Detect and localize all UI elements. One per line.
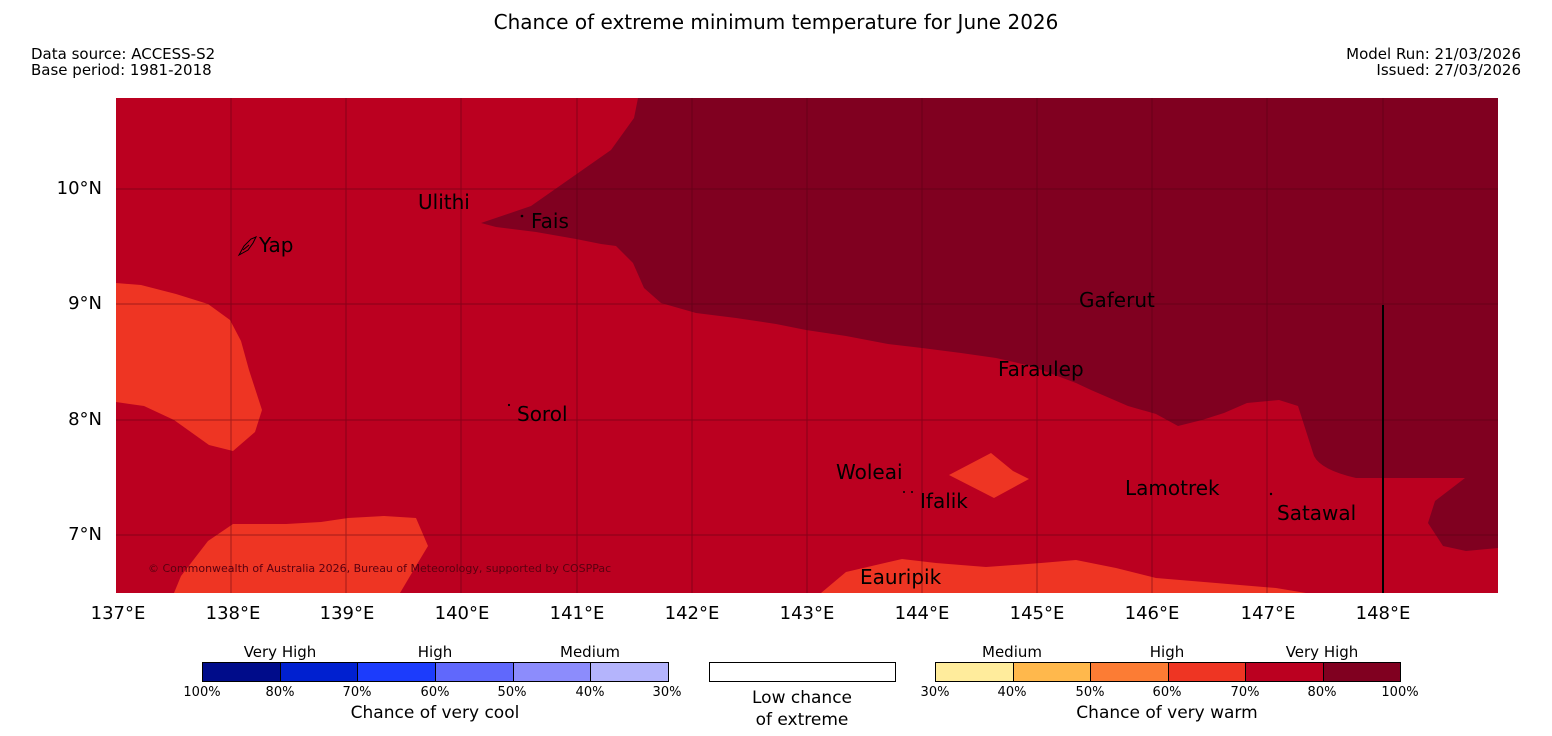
warm-tick: 100% <box>1381 685 1419 700</box>
lon-label-146e: 146°E <box>1124 603 1180 624</box>
cool-swatch <box>590 663 669 681</box>
warm-tick: 40% <box>997 685 1027 700</box>
forecast-map[interactable]: Ulithi Yap Fais Gaferut Faraulep Sorol W… <box>116 98 1498 593</box>
cool-swatch <box>435 663 513 681</box>
lat-label-7n: 7°N <box>68 524 102 545</box>
warm-swatch <box>1090 663 1168 681</box>
place-ulithi: Ulithi <box>418 190 470 214</box>
cool-swatch <box>357 663 436 681</box>
warm-tick: 30% <box>920 685 950 700</box>
warm-swatch <box>1245 663 1323 681</box>
lat-label-9n: 9°N <box>68 293 102 314</box>
lon-label-142e: 142°E <box>664 603 720 624</box>
data-info: Data source: ACCESS-S2 Base period: 1981… <box>31 46 215 78</box>
lon-label-137e: 137°E <box>90 603 146 624</box>
place-gaferut: Gaferut <box>1079 288 1155 312</box>
low-caption-line2: of extreme <box>755 710 849 730</box>
base-period: Base period: 1981-2018 <box>31 61 212 79</box>
region-very-high-north <box>481 98 1498 478</box>
place-faraulep: Faraulep <box>998 357 1084 381</box>
island-dots <box>507 214 1273 496</box>
cool-swatch <box>512 663 591 681</box>
lat-label-8n: 8°N <box>68 409 102 430</box>
place-ifalik: Ifalik <box>920 489 968 513</box>
warm-tick: 50% <box>1075 685 1105 700</box>
cool-tick: 50% <box>497 685 527 700</box>
cool-medium-label: Medium <box>560 643 620 661</box>
copyright-notice: © Commonwealth of Australia 2026, Bureau… <box>148 562 612 575</box>
lon-label-140e: 140°E <box>434 603 490 624</box>
warm-tick: 70% <box>1230 685 1260 700</box>
warm-high-label: High <box>1149 643 1185 661</box>
lon-label-138e: 138°E <box>205 603 261 624</box>
cool-very-high-label: Very High <box>243 643 317 661</box>
warm-caption: Chance of very warm <box>1076 703 1258 723</box>
run-info: Model Run: 21/03/2026 Issued: 27/03/2026 <box>1346 46 1521 78</box>
cool-colorbar <box>202 662 669 682</box>
warm-colorbar <box>935 662 1401 682</box>
cool-swatch <box>279 663 358 681</box>
place-yap: Yap <box>259 233 294 257</box>
low-caption-line1: Low chance <box>752 688 852 708</box>
lon-label-139e: 139°E <box>319 603 375 624</box>
model-run: Model Run: 21/03/2026 <box>1346 45 1521 63</box>
place-sorol: Sorol <box>517 402 568 426</box>
region-60-70-west <box>116 283 262 451</box>
warm-very-high-label: Very High <box>1285 643 1359 661</box>
region-60-70-southwest <box>174 516 428 593</box>
cool-tick: 40% <box>575 685 605 700</box>
lon-label-148e: 148°E <box>1355 603 1411 624</box>
place-woleai: Woleai <box>836 460 903 484</box>
region-60-70-central <box>949 453 1029 498</box>
issued-date: Issued: 27/03/2026 <box>1376 61 1521 79</box>
lat-label-10n: 10°N <box>56 178 102 199</box>
cool-tick: 80% <box>265 685 295 700</box>
cool-swatch <box>203 663 280 681</box>
lon-label-144e: 144°E <box>894 603 950 624</box>
lon-label-143e: 143°E <box>779 603 835 624</box>
warm-swatch <box>936 663 1013 681</box>
warm-medium-label: Medium <box>982 643 1042 661</box>
lon-label-147e: 147°E <box>1240 603 1296 624</box>
low-chance-swatch <box>709 662 896 682</box>
cool-tick: 100% <box>183 685 221 700</box>
cool-high-label: High <box>417 643 453 661</box>
lon-label-141e: 141°E <box>549 603 605 624</box>
warm-tick: 60% <box>1152 685 1182 700</box>
region-very-high-south <box>1428 478 1498 551</box>
place-fais: Fais <box>531 209 569 233</box>
lon-label-145e: 145°E <box>1009 603 1065 624</box>
cool-caption: Chance of very cool <box>350 703 520 723</box>
place-satawal: Satawal <box>1277 501 1357 525</box>
warm-swatch <box>1012 663 1090 681</box>
place-eauripik: Eauripik <box>860 565 942 589</box>
region-60-70-south <box>821 559 1306 593</box>
cool-tick: 70% <box>342 685 372 700</box>
place-lamotrek: Lamotrek <box>1125 476 1220 500</box>
island-outlines <box>237 236 258 257</box>
cool-tick: 30% <box>652 685 682 700</box>
map-title: Chance of extreme minimum temperature fo… <box>493 10 1059 34</box>
warm-swatch <box>1167 663 1245 681</box>
warm-swatch <box>1322 663 1400 681</box>
cool-tick: 60% <box>420 685 450 700</box>
map-canvas <box>116 98 1498 593</box>
warm-tick: 80% <box>1307 685 1337 700</box>
data-source: Data source: ACCESS-S2 <box>31 45 216 63</box>
